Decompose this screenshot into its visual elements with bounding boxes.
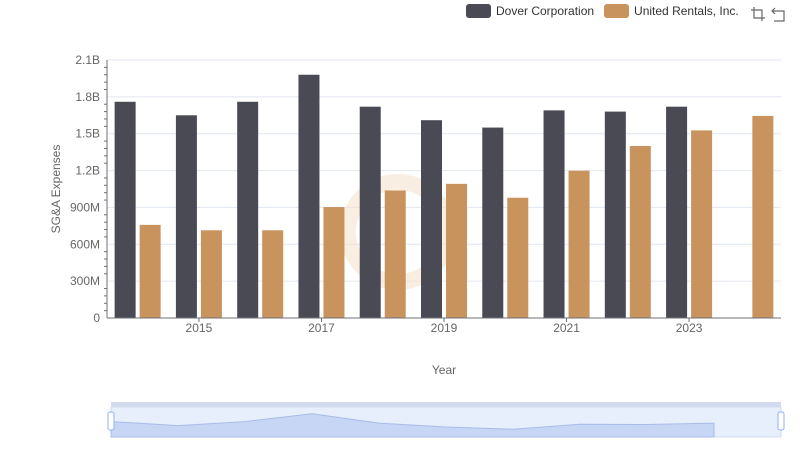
bar-united-rentals-2020 xyxy=(507,197,529,318)
slider-preview-area xyxy=(110,413,715,438)
bar-united-rentals-2023 xyxy=(691,130,713,318)
bar-united-rentals-2019 xyxy=(446,183,467,318)
x-tick-label: 2017 xyxy=(308,321,335,335)
toolbox xyxy=(746,6,786,22)
bar-dover-2023 xyxy=(666,106,688,318)
bar-dover-2017 xyxy=(298,74,320,318)
bar-united-rentals-2022 xyxy=(629,146,651,318)
bar-dover-2022 xyxy=(604,111,626,318)
slider-top-bar xyxy=(111,402,781,407)
slider-handle-right xyxy=(777,411,785,431)
bars xyxy=(114,74,774,319)
x-tick-label: 2021 xyxy=(553,321,580,335)
x-tick-label: 2015 xyxy=(186,321,213,335)
legend-item-united-rentals[interactable]: United Rentals, Inc. xyxy=(604,4,739,18)
legend-swatch-united-rentals xyxy=(604,4,630,18)
axes: 0 300M 600M 900M 1.2B 1.5B 1.8B 2.1B 2015 2017 201… xyxy=(70,53,781,335)
y-tick-label: 1.2B xyxy=(75,164,100,178)
y-tick-label: 900M xyxy=(70,200,100,214)
legend-item-dover[interactable]: Dover Corporation xyxy=(466,4,594,18)
legend-swatch-dover xyxy=(466,4,491,18)
bar-dover-2015 xyxy=(175,115,197,319)
zoom-restore-icon[interactable] xyxy=(750,6,766,22)
y-axis-title: SG&A Expenses xyxy=(49,145,63,234)
bar-dover-2021 xyxy=(543,110,565,318)
bar-dover-2018 xyxy=(359,106,381,318)
bar-dover-2016 xyxy=(237,101,259,319)
y-tick-label: 600M xyxy=(70,237,100,251)
bar-united-rentals-2014 xyxy=(139,224,161,318)
y-tick-label: 0 xyxy=(93,311,100,325)
bar-dover-2019 xyxy=(421,120,442,318)
x-tick-label: 2019 xyxy=(431,321,458,335)
y-tick-label: 1.5B xyxy=(75,127,100,141)
y-tick-label: 2.1B xyxy=(75,53,100,67)
y-tick-label: 300M xyxy=(70,274,100,288)
bar-united-rentals-2024 xyxy=(752,115,774,319)
bar-united-rentals-2017 xyxy=(323,207,345,318)
y-tick-label: 1.8B xyxy=(75,90,100,104)
legend-label-dover: Dover Corporation xyxy=(496,4,595,18)
zoom-slider[interactable] xyxy=(107,402,785,438)
x-tick-label: 2023 xyxy=(676,321,703,335)
bar-united-rentals-2021 xyxy=(568,170,590,318)
slider-handle-left xyxy=(107,411,115,431)
bar-united-rentals-2018 xyxy=(384,190,406,318)
bar-united-rentals-2015 xyxy=(200,230,222,318)
bar-united-rentals-2016 xyxy=(262,230,284,318)
bar-dover-2014 xyxy=(114,101,136,319)
save-image-icon[interactable] xyxy=(770,6,786,22)
bar-dover-2020 xyxy=(482,127,504,318)
x-axis-title: Year xyxy=(432,363,456,377)
legend-label-united-rentals: United Rentals, Inc. xyxy=(634,4,739,18)
legend: Dover Corporation United Rentals, Inc. xyxy=(466,4,749,18)
